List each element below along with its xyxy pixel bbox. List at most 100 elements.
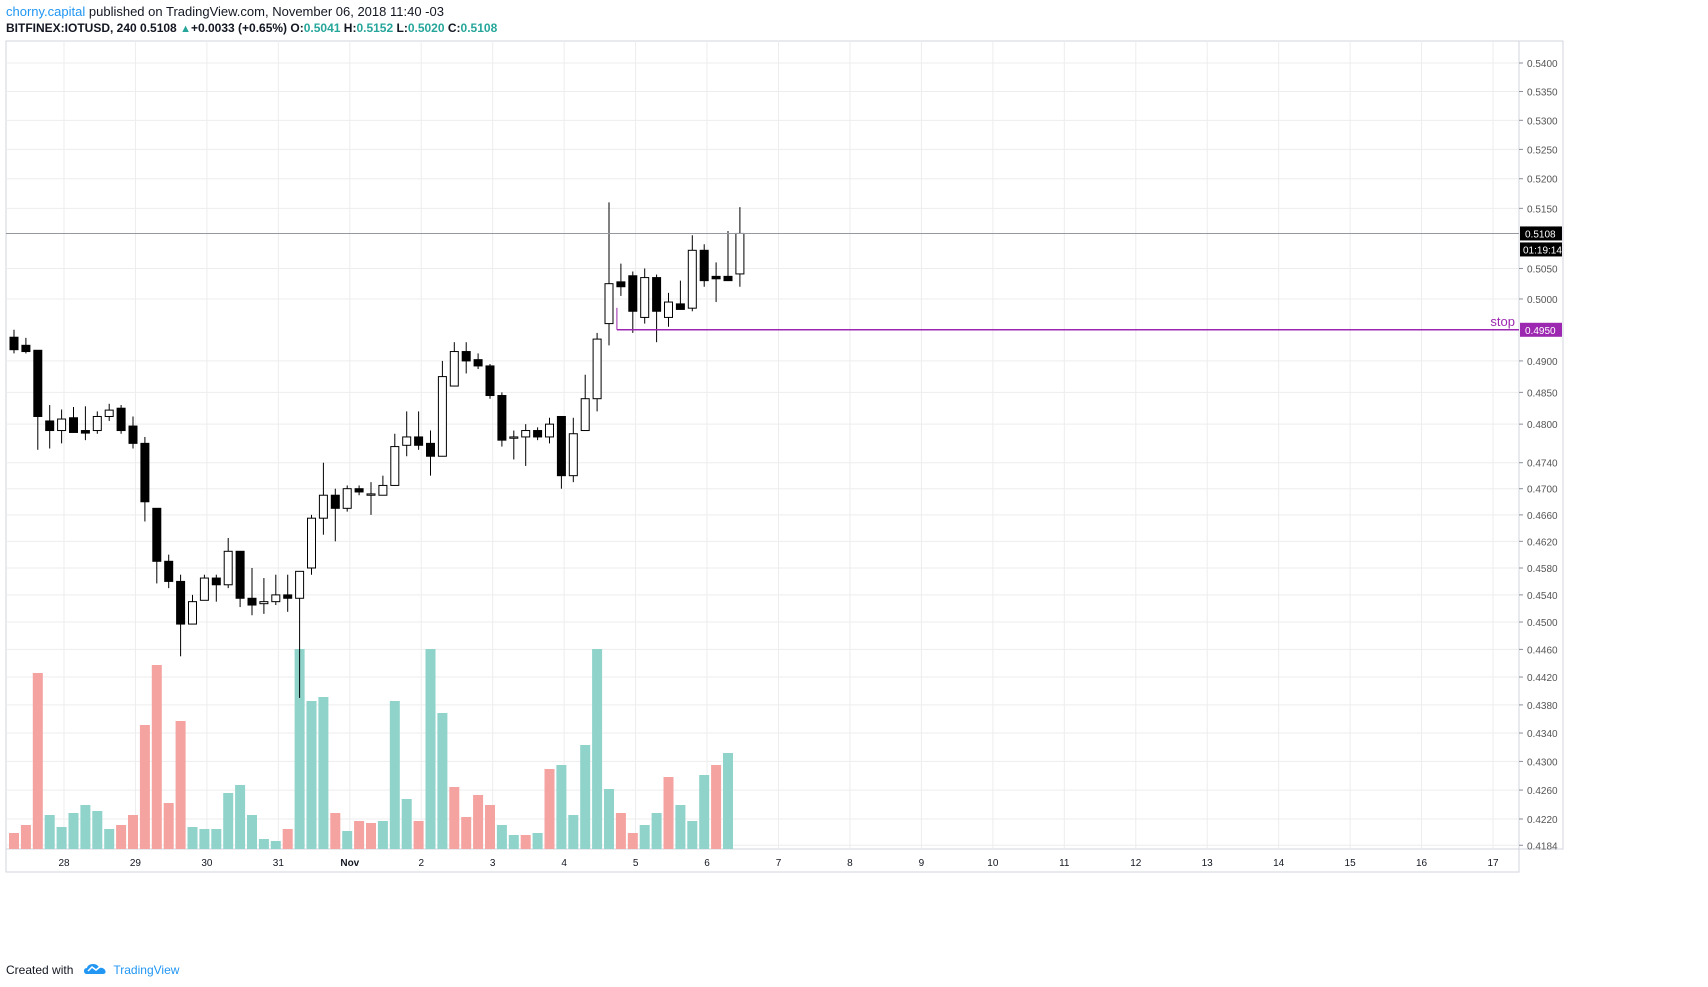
volume-bar <box>270 841 281 849</box>
symbol-info-bar: BITFINEX:IOTUSD, 240 0.5108 ▲+0.0033 (+0… <box>6 21 497 36</box>
x-tick-label: 16 <box>1416 858 1428 869</box>
candle-up <box>57 418 67 432</box>
low-value: 0.5020 <box>407 21 445 35</box>
price-chart[interactable]: 0.5400 0.5350 0.5300 0.5250 0.5200 0.5150 0.50… <box>0 38 1708 958</box>
volume-bar <box>318 697 329 849</box>
volume-bar <box>247 815 257 849</box>
x-tick-label: 12 <box>1130 858 1142 869</box>
candle-up <box>295 570 305 599</box>
author-link[interactable]: chorny.capital <box>6 4 86 19</box>
y-tick-label: 0.5250 <box>1527 145 1558 156</box>
y-tick-label: 0.4700 <box>1527 485 1558 496</box>
symbol-label: BITFINEX:IOTUSD, 240 <box>6 21 137 35</box>
stop-price-tag <box>1520 322 1562 337</box>
last-price: 0.5108 <box>140 21 177 35</box>
tradingview-brand[interactable]: TradingView <box>113 963 180 977</box>
stop-label: stop <box>1490 314 1515 329</box>
tradingview-cloud-icon[interactable] <box>83 963 107 977</box>
y-tick-label: 0.4800 <box>1527 420 1558 431</box>
x-tick-label: 28 <box>58 858 70 869</box>
x-tick-label: 14 <box>1273 858 1285 869</box>
candle-down <box>628 275 638 312</box>
created-with-text: Created with <box>6 963 74 977</box>
candle-up <box>664 301 673 318</box>
volume-bar <box>544 769 555 849</box>
volume-bar <box>342 831 353 849</box>
volume-bar <box>80 805 91 849</box>
y-tick-label: 0.4620 <box>1527 537 1558 548</box>
volume-bar <box>520 835 531 849</box>
publish-info: chorny.capital published on TradingView.… <box>6 4 444 19</box>
open-value: 0.5041 <box>303 21 341 35</box>
x-tick-label: 15 <box>1345 858 1357 869</box>
x-tick-label: 4 <box>561 858 567 869</box>
candle-down <box>176 580 186 625</box>
x-tick-label: 29 <box>130 858 142 869</box>
volume-bar <box>223 793 234 849</box>
candle-up <box>568 433 578 477</box>
volume-bar <box>199 829 210 849</box>
x-tick-label: 3 <box>490 858 496 869</box>
volume-bar <box>592 649 603 849</box>
y-tick-label: 0.5400 <box>1527 59 1558 70</box>
candle-down <box>330 494 340 509</box>
x-tick-label: 7 <box>776 858 782 869</box>
candle-up <box>687 249 697 309</box>
candle-down <box>711 275 721 280</box>
price-axis[interactable] <box>1518 40 1564 850</box>
y-tick-label: 0.4380 <box>1527 701 1558 712</box>
volume-bar <box>580 745 591 849</box>
candle-up <box>92 415 102 432</box>
y-tick-label: 0.4500 <box>1527 618 1558 629</box>
candle-up <box>545 423 554 438</box>
y-tick-label: 0.4900 <box>1527 357 1558 368</box>
volume-bar <box>425 649 436 849</box>
triangle-up-icon: ▲ <box>180 23 191 35</box>
volume-bar <box>282 829 293 849</box>
y-tick-label: 0.4580 <box>1527 564 1558 575</box>
x-tick-label: 2 <box>418 858 424 869</box>
candle-down <box>45 420 55 432</box>
volume-bar <box>92 811 103 849</box>
high-value: 0.5152 <box>356 21 394 35</box>
volume-bar <box>389 701 400 849</box>
candle-down <box>128 425 138 444</box>
candle-up <box>271 594 281 603</box>
volume-bar <box>211 829 222 849</box>
candle-down <box>247 597 257 606</box>
candle-down <box>80 430 90 434</box>
y-tick-label: 0.5050 <box>1527 264 1558 275</box>
candle-up <box>378 484 388 496</box>
x-tick-label: 9 <box>919 858 925 869</box>
candle-down <box>556 415 566 477</box>
volume-bar <box>711 765 722 849</box>
volume-bar <box>9 833 19 849</box>
candle-down <box>473 359 483 367</box>
y-tick-label: 0.5150 <box>1527 204 1558 215</box>
candle-up <box>640 277 650 318</box>
candle-up <box>307 517 316 569</box>
footer: Created with TradingView <box>6 962 179 978</box>
volume-bar <box>413 821 424 849</box>
candle-down <box>461 351 471 362</box>
volume-bar <box>485 805 495 849</box>
volume-bar <box>20 825 31 849</box>
volume-bar <box>651 813 662 849</box>
time-axis[interactable] <box>5 848 1520 873</box>
volume-bar <box>139 725 150 849</box>
countdown-label: 01:19:14 <box>1523 245 1562 256</box>
candle-up <box>259 601 269 605</box>
candle-down <box>69 417 78 433</box>
volume-bar <box>235 785 246 849</box>
candle-down <box>33 349 43 417</box>
x-tick-label: 30 <box>201 858 213 869</box>
y-tick-label: 0.4740 <box>1527 459 1558 470</box>
candle-up <box>342 488 352 509</box>
open-label: O: <box>290 21 304 35</box>
volume-bar <box>627 833 638 849</box>
candle-up <box>104 409 114 417</box>
x-tick-label: 13 <box>1202 858 1214 869</box>
y-tick-label: 0.4184 <box>1527 841 1558 852</box>
plot-frame <box>5 40 1520 850</box>
x-tick-label: Nov <box>340 858 359 869</box>
